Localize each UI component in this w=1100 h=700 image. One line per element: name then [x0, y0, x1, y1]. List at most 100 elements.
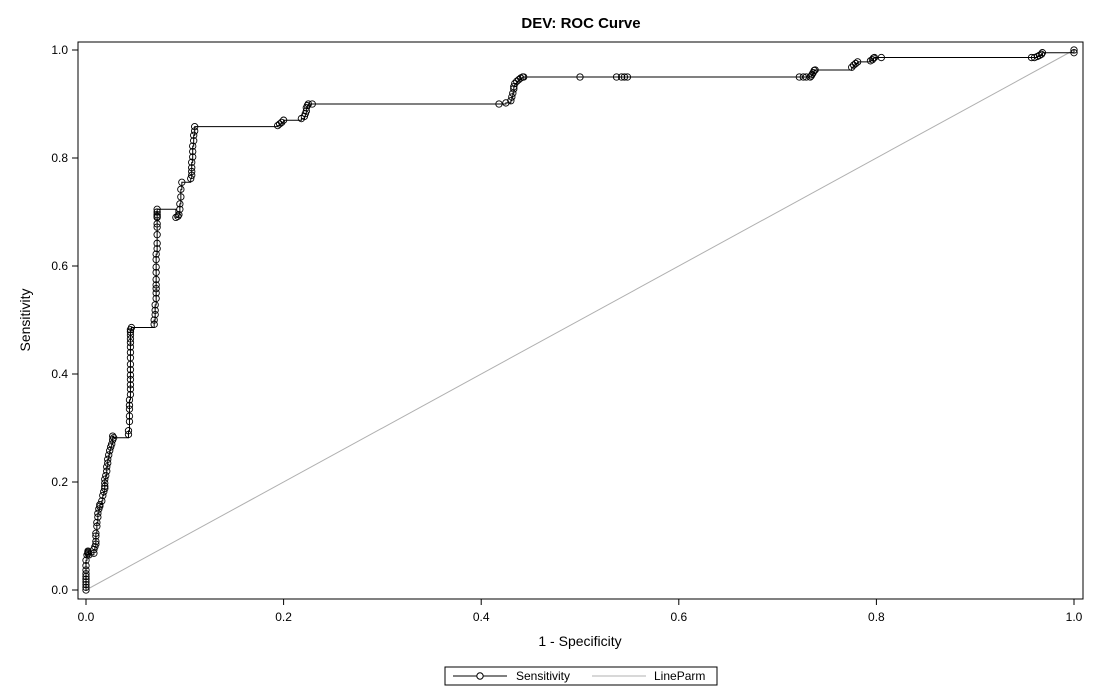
sensitivity-point [175, 211, 183, 219]
lineparm-series-line [85, 49, 1075, 591]
sensitivity-point [126, 385, 135, 393]
sensitivity-point [177, 185, 185, 193]
sensitivity-point [125, 417, 134, 426]
legend-box [444, 666, 718, 686]
sensitivity-point [101, 475, 109, 483]
sensitivity-point [187, 174, 195, 183]
x-tick-label: 0.2 [275, 610, 292, 624]
sensitivity-point [304, 100, 312, 108]
sensitivity-point [152, 268, 160, 277]
sensitivity-point [188, 167, 196, 176]
sensitivity-point [620, 73, 629, 81]
plot-area-frame [77, 41, 1084, 600]
sensitivity-point [153, 231, 161, 239]
sensitivity-point [152, 263, 160, 271]
sensitivity-point [106, 447, 114, 455]
sensitivity-point [93, 518, 101, 527]
sensitivity-point [191, 123, 199, 131]
sensitivity-point [110, 434, 118, 442]
sensitivity-point [126, 343, 135, 351]
sensitivity-point [126, 371, 135, 379]
sensitivity-point [176, 205, 184, 213]
sensitivity-point [188, 171, 196, 179]
sensitivity-point [188, 158, 196, 166]
sensitivity-point [150, 316, 158, 324]
sensitivity-point [868, 56, 877, 64]
sensitivity-point [623, 73, 632, 81]
sensitivity-point [189, 142, 197, 150]
sensitivity-point [104, 459, 112, 467]
sensitivity-point [612, 73, 621, 81]
x-tick-label: 1.0 [1066, 610, 1083, 624]
sensitivity-point [82, 566, 90, 574]
x-tick-label: 0.6 [670, 610, 687, 624]
y-tick-label: 0.2 [51, 475, 68, 489]
sensitivity-point [94, 509, 102, 517]
sensitivity-point [617, 73, 626, 81]
sensitivity-point [92, 532, 100, 540]
sensitivity-point [82, 556, 90, 564]
sensitivity-point [153, 211, 161, 219]
sensitivity-point [82, 583, 90, 591]
sensitivity-point [303, 101, 311, 110]
sensitivity-point [101, 484, 109, 493]
series-layer [82, 46, 1078, 594]
sensitivity-point [108, 440, 116, 448]
x-axis: 0.0 0.2 0.4 0.6 0.8 1.0 [78, 599, 1083, 624]
sensitivity-point [510, 83, 518, 91]
sensitivity-point [126, 366, 135, 374]
sensitivity-point [190, 131, 198, 139]
sensitivity-point [279, 116, 288, 124]
sensitivity-point [870, 53, 879, 62]
sensitivity-point [151, 306, 159, 314]
sensitivity-point [125, 405, 134, 413]
legend-lineparm-label: LineParm [654, 669, 705, 683]
x-tick-label: 0.0 [78, 610, 95, 624]
sensitivity-point [125, 396, 134, 404]
sensitivity-point [189, 153, 197, 161]
sensitivity-point [151, 310, 159, 319]
sensitivity-point [127, 323, 136, 332]
sensitivity-point [82, 562, 90, 570]
sensitivity-point [576, 73, 584, 81]
sensitivity-point [126, 339, 135, 347]
sensitivity-point [191, 127, 199, 135]
sensitivity-point [152, 255, 160, 264]
sensitivity-point [125, 412, 134, 420]
sensitivity-point [511, 79, 519, 88]
y-tick-label: 0.8 [51, 151, 68, 165]
sensitivity-point [153, 223, 161, 231]
sensitivity-point [92, 540, 100, 548]
sensitivity-point [811, 66, 819, 74]
sensitivity-point [103, 467, 111, 475]
sensitivity-point [799, 73, 807, 81]
sensitivity-point [510, 85, 518, 93]
sensitivity-point [174, 212, 182, 220]
sensitivity-point [152, 250, 160, 258]
sensitivity-point [1038, 49, 1047, 57]
sensitivity-point [82, 570, 90, 578]
sensitivity-point [302, 107, 310, 115]
sensitivity-point [82, 575, 90, 583]
sensitivity-point [177, 193, 185, 201]
x-tick-label: 0.4 [473, 610, 490, 624]
x-axis-label: 1 - Specificity [538, 633, 621, 649]
sensitivity-point [152, 281, 160, 289]
y-tick-label: 0.0 [51, 583, 68, 597]
sensitivity-point [126, 375, 135, 384]
sensitivity-point [190, 137, 198, 145]
y-tick-label: 1.0 [51, 43, 68, 57]
sensitivity-point [85, 551, 93, 559]
sensitivity-point [92, 537, 100, 546]
sensitivity-point [507, 97, 515, 105]
sensitivity-point [852, 59, 860, 68]
x-tick-label: 0.8 [868, 610, 885, 624]
sensitivity-point [308, 100, 316, 108]
sensitivity-point [103, 463, 111, 471]
sensitivity-point [1070, 46, 1078, 54]
chart-title: DEV: ROC Curve [521, 15, 640, 32]
sensitivity-point [109, 432, 117, 440]
sensitivity-point [802, 73, 810, 81]
sensitivity-point [152, 294, 160, 303]
